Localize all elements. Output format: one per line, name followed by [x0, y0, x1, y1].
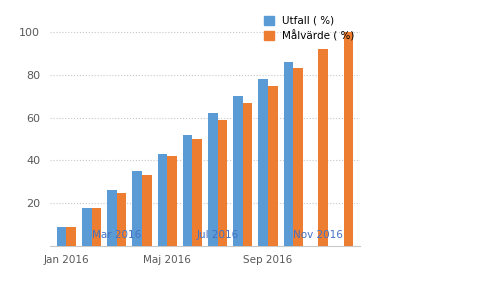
Bar: [183, 135, 192, 246]
Text: Jul 2016: Jul 2016: [196, 230, 238, 240]
Bar: [57, 227, 66, 246]
Bar: [158, 154, 167, 246]
Bar: [192, 139, 202, 246]
Bar: [167, 156, 177, 246]
Text: Sep 2016: Sep 2016: [244, 255, 292, 265]
Bar: [284, 62, 293, 246]
Text: Nov 2016: Nov 2016: [294, 230, 344, 240]
Bar: [107, 190, 117, 246]
Bar: [233, 96, 243, 246]
Bar: [318, 49, 328, 246]
Text: Mar 2016: Mar 2016: [92, 230, 142, 240]
Text: Jan 2016: Jan 2016: [44, 255, 89, 265]
Bar: [218, 120, 227, 246]
Bar: [293, 68, 303, 246]
Bar: [208, 113, 218, 246]
Bar: [132, 171, 142, 246]
Bar: [92, 208, 101, 246]
Bar: [117, 193, 126, 246]
Bar: [82, 208, 92, 246]
Bar: [66, 227, 76, 246]
Bar: [344, 32, 353, 246]
Legend: Utfall ( %), Målvärde ( %): Utfall ( %), Målvärde ( %): [264, 16, 355, 41]
Bar: [243, 103, 252, 246]
Bar: [268, 85, 278, 246]
Bar: [142, 176, 152, 246]
Text: Maj 2016: Maj 2016: [144, 255, 191, 265]
Bar: [258, 79, 268, 246]
